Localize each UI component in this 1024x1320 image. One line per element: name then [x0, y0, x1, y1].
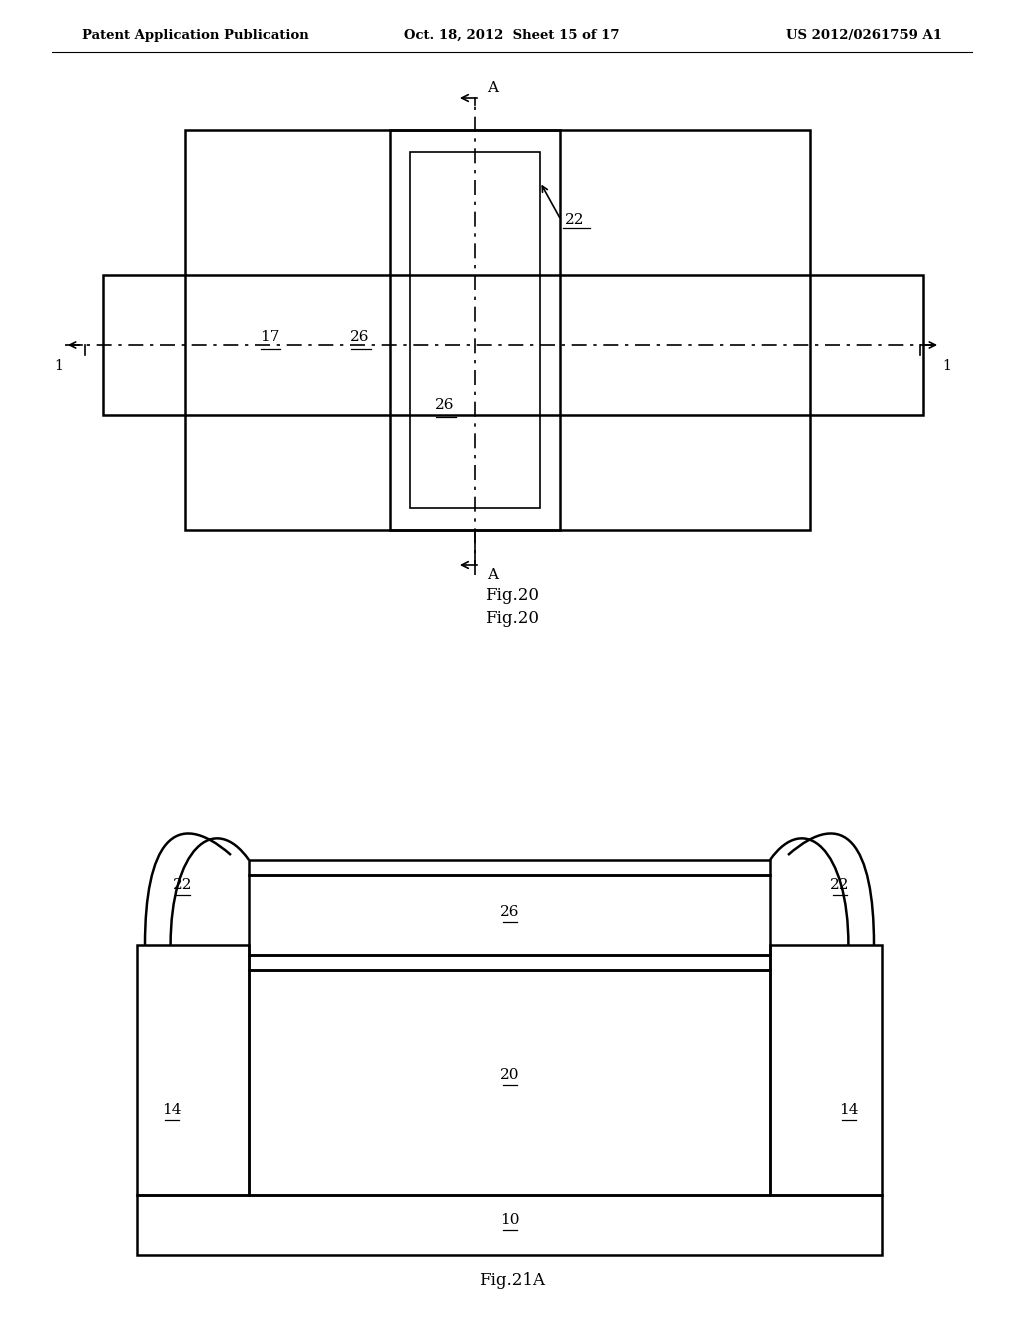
Text: 14: 14 [162, 1104, 181, 1117]
Text: 26: 26 [350, 330, 370, 345]
Bar [410, 152, 540, 508]
Bar [185, 129, 810, 531]
Text: Fig.21A: Fig.21A [479, 1272, 545, 1290]
Bar [137, 1195, 882, 1255]
Text: 1: 1 [942, 359, 951, 374]
Text: A: A [487, 81, 498, 95]
Text: 20: 20 [501, 1068, 520, 1082]
Text: Fig.20: Fig.20 [485, 610, 539, 627]
Bar [249, 875, 770, 954]
Text: 22: 22 [173, 878, 193, 892]
Bar [137, 945, 249, 1195]
Text: Patent Application Publication: Patent Application Publication [82, 29, 309, 41]
Text: 26: 26 [435, 399, 455, 412]
Bar [770, 945, 882, 1195]
Text: US 2012/0261759 A1: US 2012/0261759 A1 [786, 29, 942, 41]
Text: 1: 1 [54, 359, 63, 374]
Text: Fig.20: Fig.20 [485, 587, 539, 605]
Bar [390, 129, 560, 531]
Text: Oct. 18, 2012  Sheet 15 of 17: Oct. 18, 2012 Sheet 15 of 17 [404, 29, 620, 41]
Text: 10: 10 [501, 1213, 520, 1228]
Text: A: A [487, 568, 498, 582]
Text: 17: 17 [260, 330, 280, 345]
Text: 22: 22 [830, 878, 850, 892]
Text: 14: 14 [840, 1104, 859, 1117]
Text: 26: 26 [501, 906, 520, 919]
Bar [103, 275, 923, 414]
Bar [249, 954, 770, 970]
Text: 22: 22 [565, 213, 585, 227]
Bar [249, 861, 770, 875]
Bar [249, 970, 770, 1195]
